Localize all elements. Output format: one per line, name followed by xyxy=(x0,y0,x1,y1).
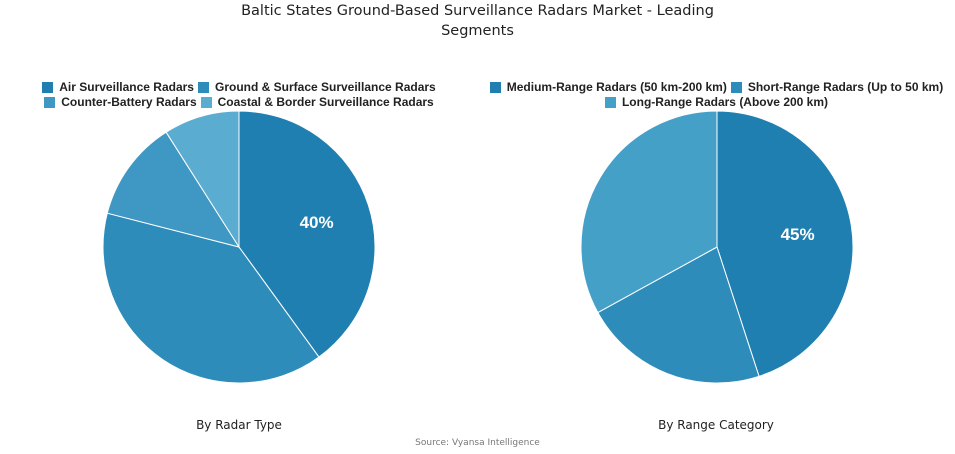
legend-radar-type: Air Surveillance Radars Ground & Surface… xyxy=(0,80,478,110)
legend-swatch xyxy=(489,82,501,93)
pie-slice[interactable] xyxy=(238,110,376,358)
legend-swatch xyxy=(44,97,56,108)
legend-item-long-range[interactable]: Long-Range Radars (Above 200 km) xyxy=(604,95,828,110)
slice-percent-label: 45% xyxy=(781,225,815,244)
pie-chart-radar-type: 40% xyxy=(102,110,376,384)
pie-slice[interactable] xyxy=(580,110,718,314)
pie-slice[interactable] xyxy=(165,110,240,249)
chart-title-line-2: Segments xyxy=(441,23,514,39)
pie-slice[interactable] xyxy=(597,246,760,384)
chart-title: Baltic States Ground-Based Surveillance … xyxy=(0,0,955,41)
legend-range-category: Medium-Range Radars (50 km-200 km) Short… xyxy=(478,80,955,110)
legend-swatch xyxy=(604,97,616,108)
legend-item-counter-battery[interactable]: Counter-Battery Radars xyxy=(44,95,197,110)
pie-slice[interactable] xyxy=(716,110,854,377)
legend-item-ground-surface[interactable]: Ground & Surface Surveillance Radars xyxy=(197,80,436,95)
legend-swatch xyxy=(197,82,209,93)
chart-title-line-1: Baltic States Ground-Based Surveillance … xyxy=(241,3,714,19)
pie-slice[interactable] xyxy=(106,131,241,248)
legend-item-medium-range[interactable]: Medium-Range Radars (50 km-200 km) xyxy=(489,80,727,95)
source-note: Source: Vyansa Intelligence xyxy=(415,438,540,448)
pie-chart-range-category: 45% xyxy=(580,110,854,384)
legend-swatch xyxy=(200,97,212,108)
slice-percent-label: 40% xyxy=(300,213,334,232)
legend-swatch xyxy=(42,82,54,93)
pie-slice[interactable] xyxy=(102,212,320,384)
subtitle-radar-type: By Radar Type xyxy=(196,418,282,432)
legend-item-short-range[interactable]: Short-Range Radars (Up to 50 km) xyxy=(730,80,943,95)
legend-item-coastal-border[interactable]: Coastal & Border Surveillance Radars xyxy=(200,95,434,110)
legend-item-air-surveillance[interactable]: Air Surveillance Radars xyxy=(42,80,194,95)
legend-swatch xyxy=(730,82,742,93)
pie-svg-range-category: 45% xyxy=(580,110,854,384)
subtitle-range-category: By Range Category xyxy=(658,418,774,432)
pie-svg-radar-type: 40% xyxy=(102,110,376,384)
